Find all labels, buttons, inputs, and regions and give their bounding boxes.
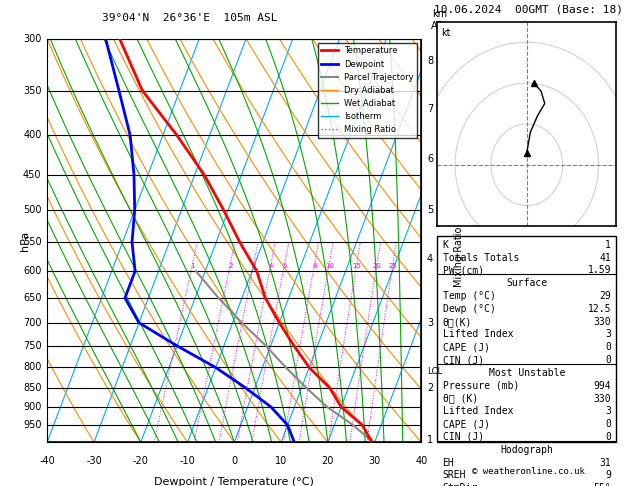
Text: CAPE (J): CAPE (J)	[443, 342, 489, 352]
Text: Temp (°C): Temp (°C)	[443, 291, 496, 301]
Text: 30: 30	[369, 456, 381, 467]
Text: 2: 2	[228, 262, 233, 269]
Text: 10: 10	[325, 262, 334, 269]
Text: 20: 20	[321, 456, 334, 467]
Text: 39°04'N  26°36'E  105m ASL: 39°04'N 26°36'E 105m ASL	[102, 13, 277, 23]
Text: 994: 994	[593, 381, 611, 391]
Text: CIN (J): CIN (J)	[443, 432, 484, 442]
Text: 20: 20	[372, 262, 382, 269]
Text: 25: 25	[389, 262, 398, 269]
Text: 950: 950	[23, 420, 42, 430]
Text: 5: 5	[282, 262, 287, 269]
Text: 330: 330	[593, 394, 611, 403]
Text: 400: 400	[23, 130, 42, 140]
Text: 550: 550	[23, 237, 42, 247]
Text: -10: -10	[180, 456, 196, 467]
Text: θᴄ (K): θᴄ (K)	[443, 394, 478, 403]
Text: 10: 10	[275, 456, 287, 467]
Text: Mixing Ratio (g/kg): Mixing Ratio (g/kg)	[454, 194, 464, 287]
Text: 900: 900	[23, 402, 42, 412]
Text: K: K	[443, 240, 448, 250]
Text: PW (cm): PW (cm)	[443, 265, 484, 276]
Text: 750: 750	[23, 341, 42, 351]
Text: 0: 0	[605, 432, 611, 442]
Text: 1.59: 1.59	[587, 265, 611, 276]
Text: hPa: hPa	[19, 230, 30, 251]
Text: Totals Totals: Totals Totals	[443, 253, 519, 262]
Text: Most Unstable: Most Unstable	[489, 368, 565, 378]
Text: 5: 5	[427, 205, 433, 215]
Text: 10.06.2024  00GMT (Base: 18): 10.06.2024 00GMT (Base: 18)	[434, 4, 623, 14]
Text: 1: 1	[427, 435, 433, 445]
Text: 9: 9	[605, 470, 611, 480]
Text: 15: 15	[352, 262, 361, 269]
Text: CAPE (J): CAPE (J)	[443, 419, 489, 429]
Text: 650: 650	[23, 293, 42, 303]
Text: Surface: Surface	[506, 278, 547, 288]
Text: 40: 40	[415, 456, 428, 467]
Text: SREH: SREH	[443, 470, 466, 480]
Text: Hodograph: Hodograph	[500, 445, 554, 455]
Text: θᴄ(K): θᴄ(K)	[443, 317, 472, 327]
Text: 450: 450	[23, 170, 42, 180]
Text: 700: 700	[23, 318, 42, 328]
Text: 2: 2	[427, 383, 433, 393]
Text: 1: 1	[605, 240, 611, 250]
Text: EH: EH	[443, 457, 454, 468]
Text: 850: 850	[23, 383, 42, 393]
Text: Lifted Index: Lifted Index	[443, 406, 513, 417]
Text: 0: 0	[605, 342, 611, 352]
Text: 3: 3	[252, 262, 256, 269]
Text: Lifted Index: Lifted Index	[443, 330, 513, 340]
Text: 8: 8	[427, 55, 433, 66]
Text: 41: 41	[599, 253, 611, 262]
Text: 4: 4	[269, 262, 274, 269]
Text: 8: 8	[313, 262, 317, 269]
Text: 350: 350	[23, 86, 42, 96]
Text: 600: 600	[23, 266, 42, 276]
Text: 300: 300	[23, 34, 42, 44]
Text: -30: -30	[86, 456, 102, 467]
Text: StmDir: StmDir	[443, 483, 478, 486]
Text: 0: 0	[605, 355, 611, 365]
Text: -40: -40	[39, 456, 55, 467]
Text: 500: 500	[23, 205, 42, 215]
Text: kt: kt	[441, 28, 450, 38]
Text: © weatheronline.co.uk: © weatheronline.co.uk	[472, 467, 585, 476]
Text: 29: 29	[599, 291, 611, 301]
Text: Dewp (°C): Dewp (°C)	[443, 304, 496, 314]
Text: 12.5: 12.5	[587, 304, 611, 314]
Text: CIN (J): CIN (J)	[443, 355, 484, 365]
Text: 3: 3	[605, 406, 611, 417]
Legend: Temperature, Dewpoint, Parcel Trajectory, Dry Adiabat, Wet Adiabat, Isotherm, Mi: Temperature, Dewpoint, Parcel Trajectory…	[318, 43, 417, 138]
Text: Pressure (mb): Pressure (mb)	[443, 381, 519, 391]
Text: 3: 3	[605, 330, 611, 340]
Text: 330: 330	[593, 317, 611, 327]
Text: 0: 0	[605, 419, 611, 429]
Text: -20: -20	[133, 456, 148, 467]
Text: 55°: 55°	[593, 483, 611, 486]
Text: 3: 3	[427, 318, 433, 328]
Text: 6: 6	[427, 155, 433, 164]
Text: LCL: LCL	[427, 367, 442, 376]
Text: 0: 0	[231, 456, 237, 467]
Text: km
ASL: km ASL	[431, 9, 449, 31]
Text: 800: 800	[23, 363, 42, 372]
Text: 1: 1	[191, 262, 195, 269]
Text: 31: 31	[599, 457, 611, 468]
Text: 4: 4	[427, 254, 433, 263]
Text: Dewpoint / Temperature (°C): Dewpoint / Temperature (°C)	[154, 477, 314, 486]
Text: 7: 7	[427, 104, 433, 114]
